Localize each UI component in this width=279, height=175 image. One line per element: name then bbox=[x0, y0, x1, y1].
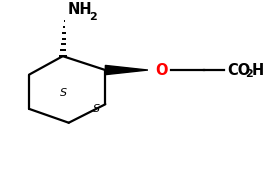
Text: S: S bbox=[93, 104, 100, 114]
Text: CO: CO bbox=[227, 62, 250, 78]
Text: S: S bbox=[60, 88, 67, 98]
Polygon shape bbox=[105, 65, 148, 75]
Text: 2: 2 bbox=[245, 69, 253, 79]
Text: H: H bbox=[252, 62, 264, 78]
Text: NH: NH bbox=[68, 2, 92, 17]
Text: O: O bbox=[155, 62, 168, 78]
Text: 2: 2 bbox=[90, 12, 97, 22]
